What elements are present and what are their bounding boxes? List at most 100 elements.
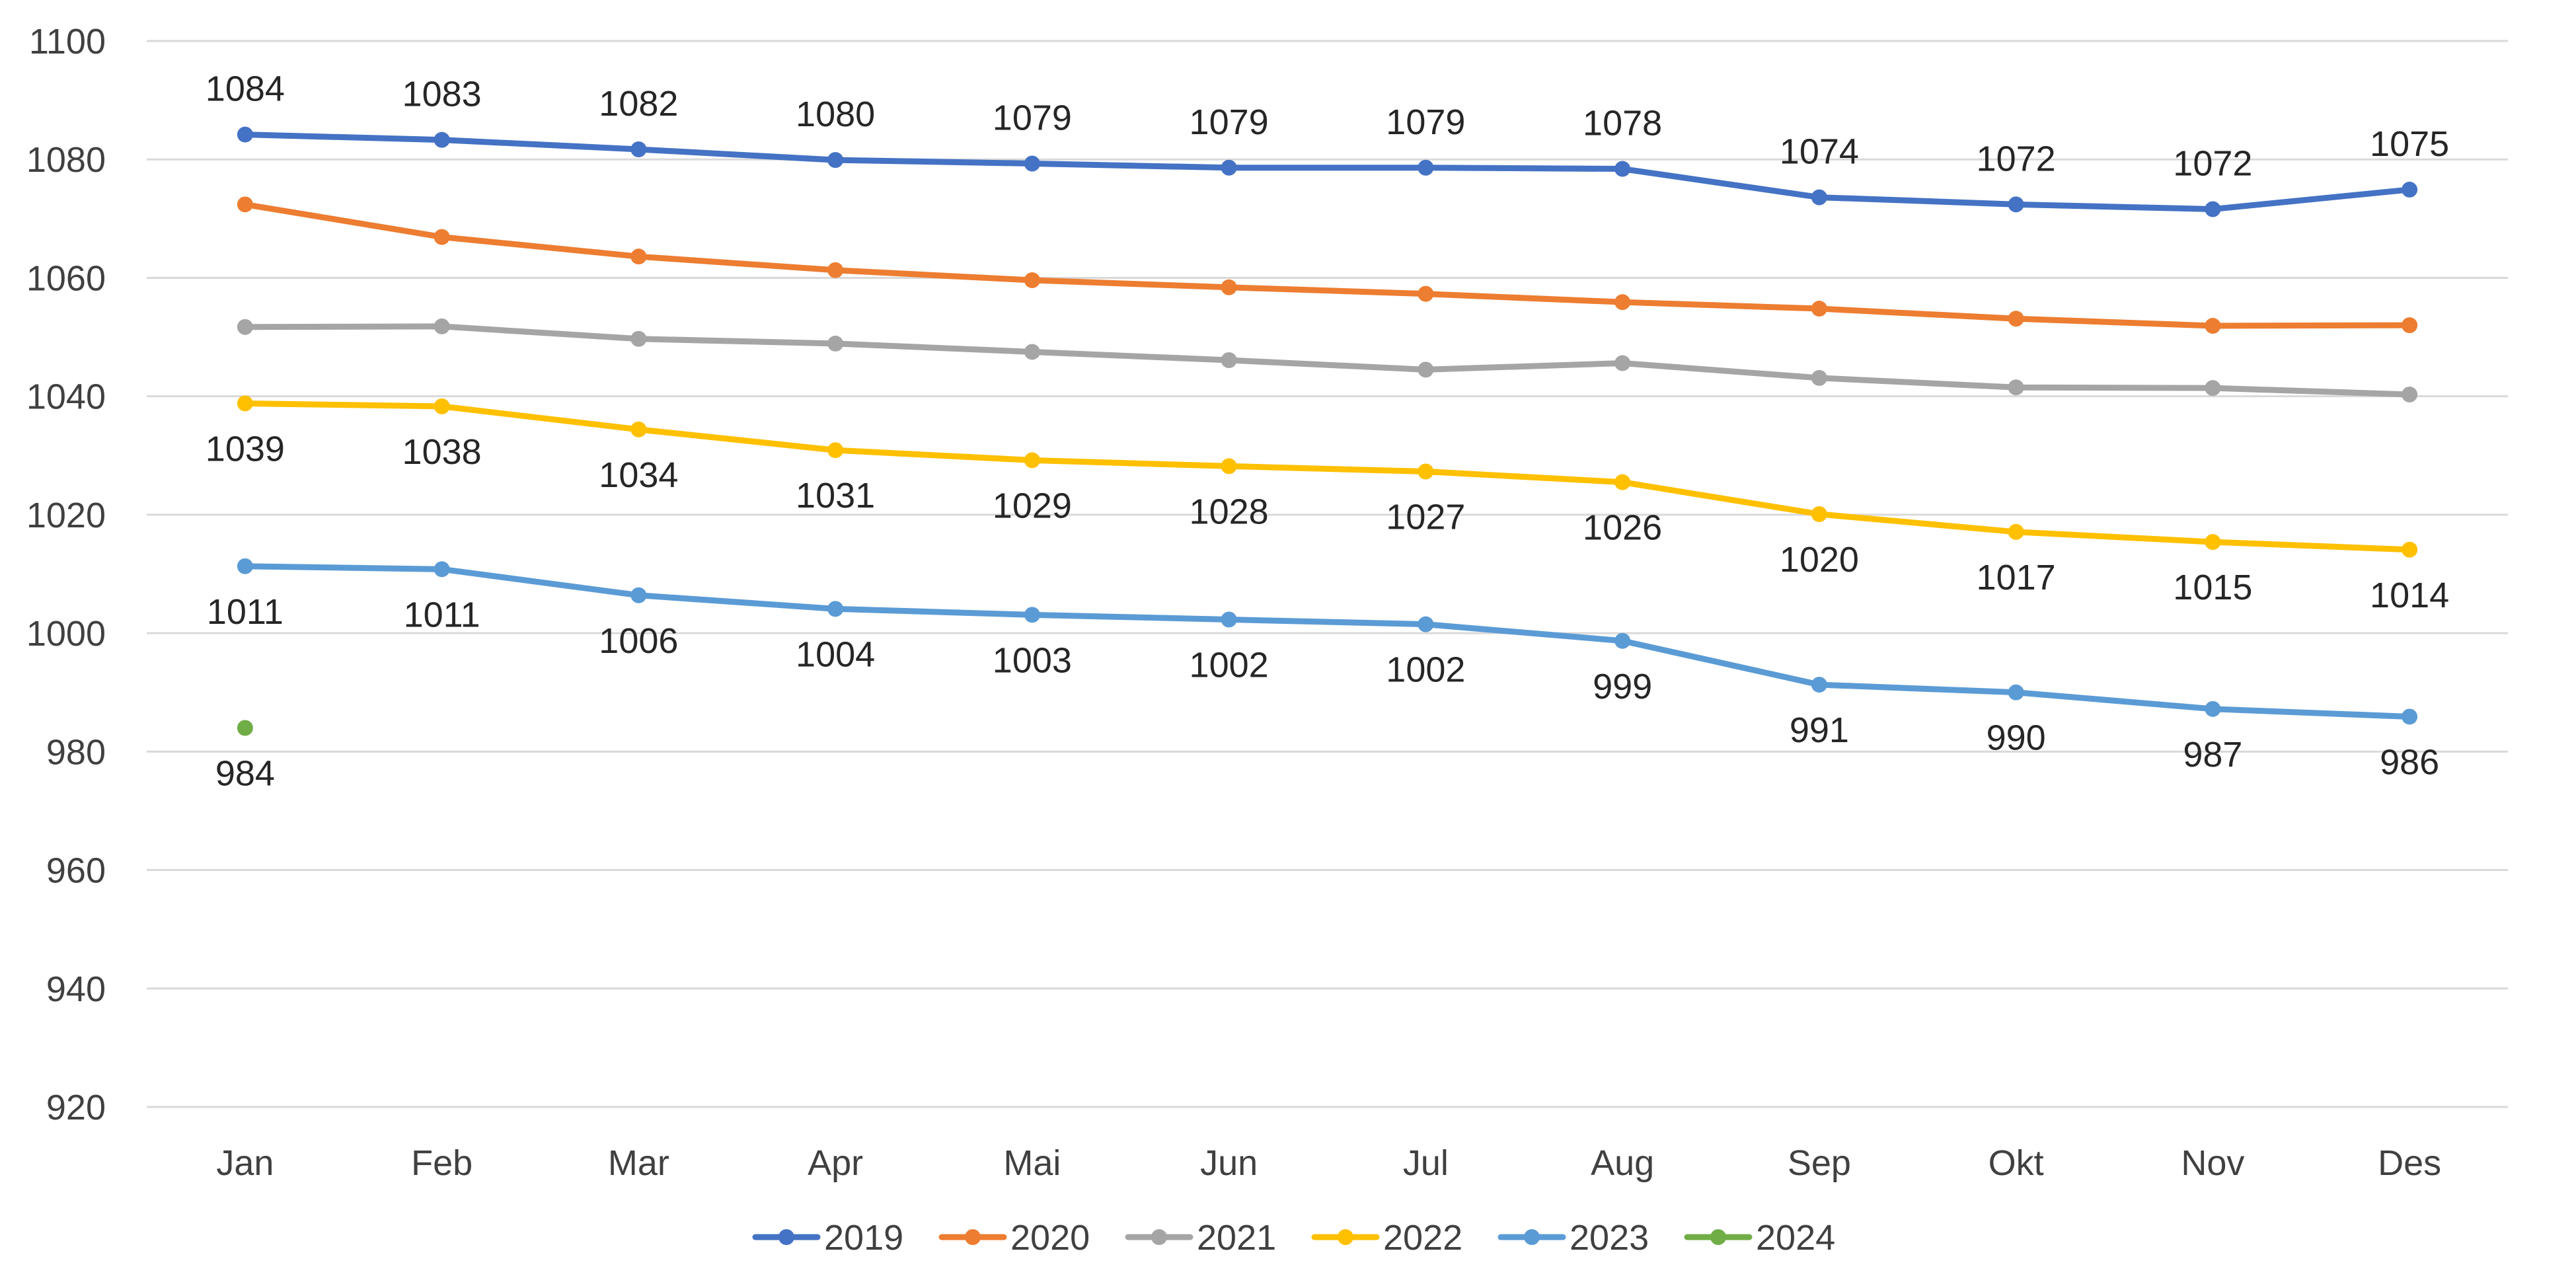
data-point-2024 — [237, 720, 253, 736]
data-point-2023 — [2008, 684, 2024, 701]
data-label-2024: 984 — [215, 753, 275, 793]
data-label-2022: 1020 — [1780, 540, 1859, 580]
data-point-2021 — [2008, 379, 2024, 396]
y-tick-label: 940 — [46, 969, 106, 1009]
data-point-2023 — [827, 601, 844, 617]
data-point-2022 — [1811, 506, 1827, 522]
x-tick-label-mai: Mai — [1003, 1143, 1061, 1183]
data-point-2022 — [1614, 474, 1631, 490]
data-point-2023 — [1811, 677, 1827, 693]
legend-marker-2019 — [778, 1229, 794, 1245]
x-tick-label-apr: Apr — [808, 1143, 863, 1183]
legend-item-2020: 2020 — [938, 1218, 1090, 1258]
y-tick-label: 1060 — [26, 258, 106, 298]
data-point-2021 — [2402, 386, 2418, 402]
data-label-2022: 1028 — [1190, 492, 1269, 531]
data-label-2022: 1017 — [1977, 558, 2056, 597]
data-label-2023: 991 — [1790, 710, 1849, 750]
data-point-2019 — [2402, 181, 2418, 198]
data-point-2021 — [237, 319, 253, 335]
data-point-2020 — [2402, 317, 2418, 334]
legend-marker-2020 — [965, 1229, 981, 1245]
data-label-2023: 1004 — [796, 634, 875, 674]
data-point-2021 — [1418, 361, 1434, 378]
gridlines — [147, 40, 2508, 1108]
legend-label-2023: 2023 — [1570, 1218, 1649, 1258]
series-2020 — [237, 196, 2418, 334]
data-label-2019: 1079 — [1386, 102, 1465, 142]
data-point-2022 — [1221, 458, 1237, 474]
x-tick-label-jan: Jan — [216, 1143, 274, 1183]
data-point-2020 — [827, 262, 844, 278]
data-label-2022: 1034 — [599, 455, 678, 495]
data-label-2023: 999 — [1593, 667, 1652, 706]
x-tick-label-okt: Okt — [1989, 1143, 2044, 1183]
data-label-2019: 1072 — [2173, 143, 2252, 183]
y-tick-label: 960 — [46, 851, 106, 891]
data-point-2020 — [434, 229, 450, 245]
legend-label-2020: 2020 — [1010, 1218, 1090, 1258]
data-point-2022 — [237, 395, 253, 412]
y-tick-label: 980 — [46, 732, 106, 772]
data-label-2019: 1079 — [993, 98, 1072, 137]
data-label-2019: 1082 — [599, 84, 678, 124]
data-label-2023: 1002 — [1386, 650, 1465, 690]
data-point-2020 — [1811, 301, 1827, 317]
data-point-2021 — [630, 330, 647, 347]
data-point-2023 — [1614, 632, 1631, 649]
x-tick-label-sep: Sep — [1788, 1143, 1851, 1183]
data-point-2020 — [2008, 311, 2024, 327]
data-point-2019 — [1221, 159, 1237, 176]
series-2023 — [237, 558, 2418, 725]
y-tick-label: 920 — [46, 1088, 106, 1127]
data-label-2019: 1083 — [402, 75, 482, 114]
data-label-2019: 1080 — [796, 95, 875, 134]
data-label-2023: 990 — [1987, 718, 2046, 758]
data-label-2019: 1084 — [206, 69, 285, 109]
data-label-2019: 1075 — [2370, 124, 2449, 164]
data-label-2023: 1003 — [993, 640, 1072, 680]
data-point-2023 — [630, 587, 647, 603]
legend-label-2022: 2022 — [1383, 1218, 1462, 1258]
data-label-2023: 1002 — [1190, 646, 1269, 685]
data-point-2022 — [1024, 452, 1040, 469]
data-label-2019: 1079 — [1190, 102, 1269, 142]
x-tick-label-mar: Mar — [608, 1143, 669, 1183]
series-2022 — [237, 395, 2418, 558]
data-point-2021 — [2205, 380, 2221, 397]
legend-item-2019: 2019 — [752, 1218, 903, 1258]
data-point-2020 — [1024, 272, 1040, 289]
data-label-2019: 1078 — [1583, 104, 1662, 143]
data-point-2020 — [630, 248, 647, 265]
data-point-2023 — [1221, 611, 1237, 628]
data-label-2023: 986 — [2380, 742, 2439, 782]
legend-label-2024: 2024 — [1756, 1218, 1835, 1258]
legend-label-2019: 2019 — [824, 1218, 903, 1258]
data-point-2022 — [2205, 534, 2221, 550]
data-label-2022: 1031 — [796, 476, 875, 515]
series-line-2022 — [242, 400, 2413, 553]
data-point-2022 — [2008, 523, 2024, 540]
data-label-2022: 1027 — [1386, 497, 1465, 537]
data-point-2020 — [1614, 294, 1631, 311]
y-tick-label: 1100 — [29, 22, 106, 61]
legend-item-2023: 2023 — [1497, 1218, 1649, 1258]
data-label-2023: 1011 — [404, 595, 480, 634]
series-2019 — [237, 126, 2418, 217]
data-point-2019 — [1418, 159, 1434, 176]
legend-marker-2024 — [1710, 1229, 1726, 1245]
data-point-2021 — [827, 335, 844, 352]
data-point-2020 — [1221, 279, 1237, 295]
legend-marker-2023 — [1524, 1229, 1540, 1245]
data-label-2023: 1011 — [207, 592, 284, 632]
data-point-2021 — [1024, 344, 1040, 360]
data-point-2021 — [1614, 355, 1631, 371]
x-tick-label-des: Des — [2378, 1143, 2441, 1183]
legend-item-2024: 2024 — [1684, 1218, 1835, 1258]
data-point-2023 — [2402, 708, 2418, 725]
series-line-2023 — [242, 563, 2413, 720]
data-point-2019 — [2205, 201, 2221, 217]
data-point-2019 — [1811, 189, 1827, 206]
y-tick-label: 1080 — [26, 140, 106, 180]
